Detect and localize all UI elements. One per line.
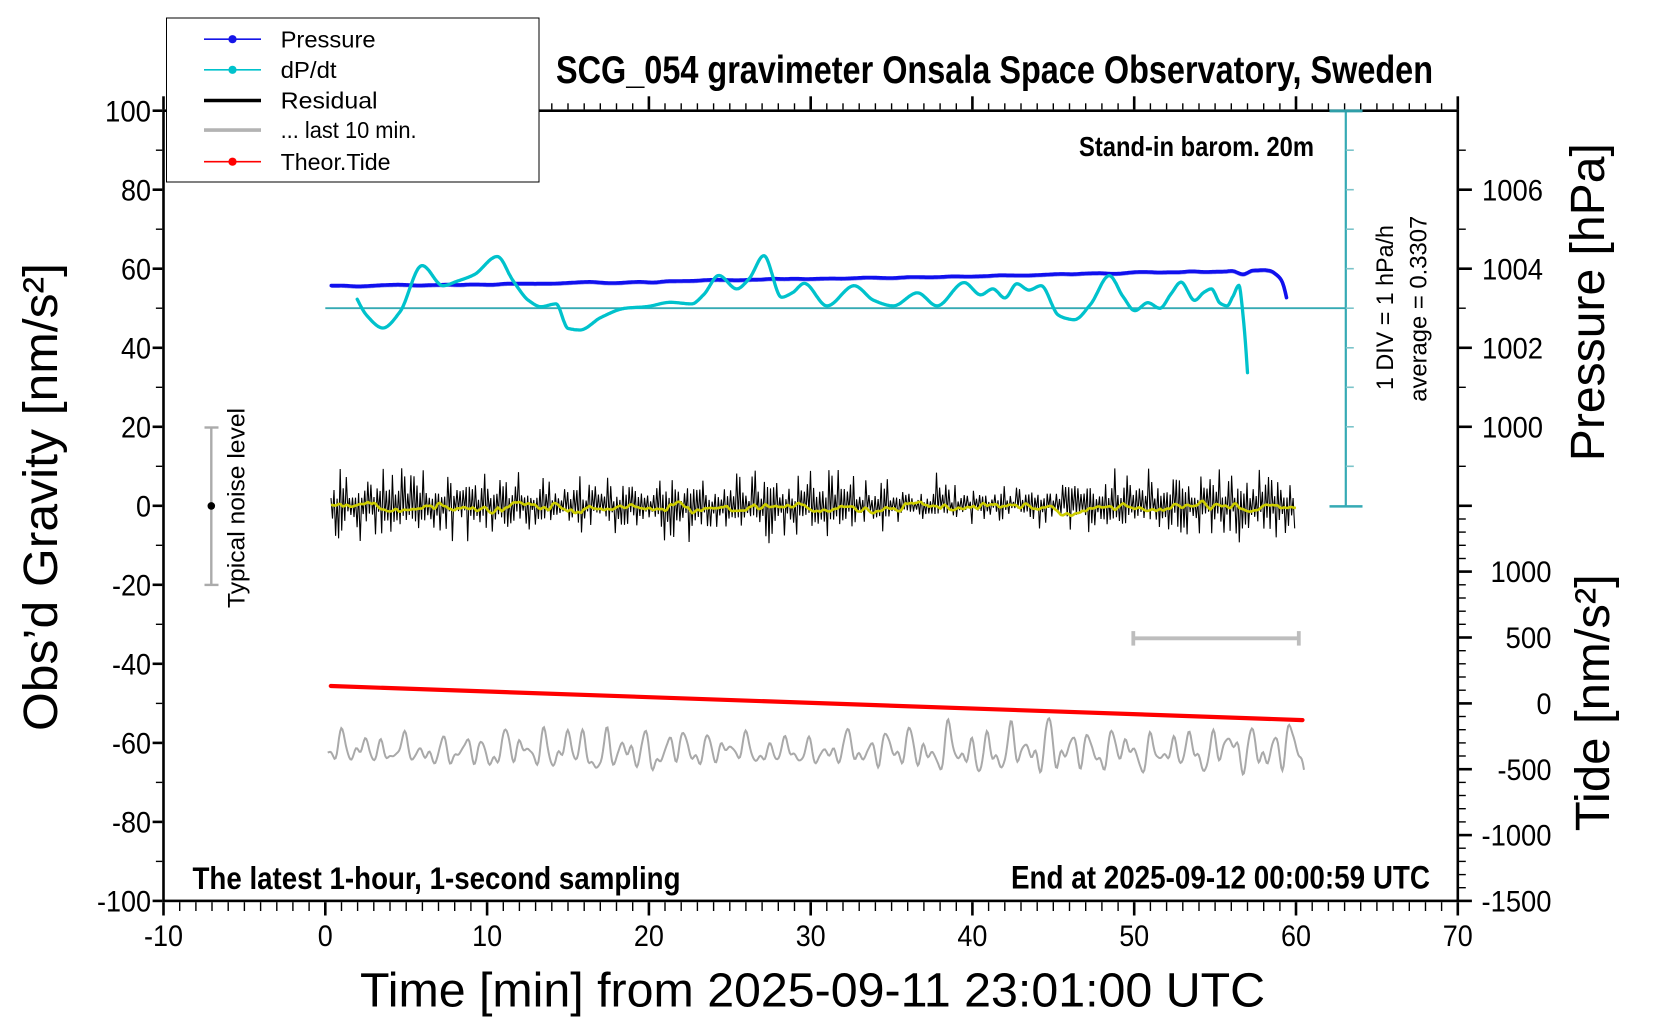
svg-text:-1000: -1000	[1482, 820, 1552, 853]
svg-text:Stand-in barom. 20m: Stand-in barom. 20m	[1079, 131, 1314, 162]
svg-text:Pressure: Pressure	[281, 26, 376, 52]
svg-text:-1500: -1500	[1482, 886, 1552, 919]
svg-text:Typical noise level: Typical noise level	[224, 408, 251, 608]
svg-text:40: 40	[121, 332, 151, 365]
svg-text:-40: -40	[112, 648, 151, 681]
svg-text:40: 40	[957, 920, 987, 953]
svg-text:1000: 1000	[1491, 556, 1552, 589]
svg-text:20: 20	[121, 411, 151, 444]
svg-text:average = 0.3307: average = 0.3307	[1406, 216, 1433, 402]
svg-text:Tide [nm/s²]: Tide [nm/s²]	[1567, 574, 1620, 831]
svg-text:-10: -10	[144, 920, 183, 953]
svg-text:Residual: Residual	[281, 88, 378, 114]
svg-text:1006: 1006	[1482, 174, 1543, 207]
svg-text:SCG_054 gravimeter Onsala Spac: SCG_054 gravimeter Onsala Space Observat…	[556, 49, 1433, 92]
svg-text:0: 0	[318, 920, 333, 953]
svg-text:Time [min] from 2025-09-11 23:: Time [min] from 2025-09-11 23:01:00 UTC	[360, 964, 1265, 1017]
svg-text:End at 2025-09-12 00:00:59 UTC: End at 2025-09-12 00:00:59 UTC	[1011, 860, 1430, 896]
svg-text:-80: -80	[112, 807, 151, 840]
svg-text:50: 50	[1119, 920, 1149, 953]
svg-text:0: 0	[136, 490, 151, 523]
svg-text:... last 10 min.: ... last 10 min.	[281, 117, 417, 143]
svg-text:60: 60	[121, 253, 151, 286]
svg-text:60: 60	[1281, 920, 1311, 953]
svg-text:80: 80	[121, 174, 151, 207]
svg-text:Theor.Tide: Theor.Tide	[281, 149, 391, 175]
svg-text:100: 100	[105, 95, 151, 128]
svg-text:-500: -500	[1498, 754, 1552, 787]
svg-text:1002: 1002	[1482, 332, 1543, 365]
svg-text:0: 0	[1537, 688, 1552, 721]
svg-text:20: 20	[634, 920, 664, 953]
svg-text:dP/dt: dP/dt	[281, 57, 338, 83]
svg-text:1 DIV = 1 hPa/h: 1 DIV = 1 hPa/h	[1372, 225, 1399, 390]
svg-text:-100: -100	[97, 886, 151, 919]
svg-text:1000: 1000	[1482, 411, 1543, 444]
svg-text:-60: -60	[112, 728, 151, 761]
svg-text:10: 10	[472, 920, 502, 953]
svg-text:-20: -20	[112, 569, 151, 602]
svg-text:Obs’d Gravity [nm/s²]: Obs’d Gravity [nm/s²]	[15, 263, 68, 731]
svg-text:70: 70	[1443, 920, 1473, 953]
svg-text:1004: 1004	[1482, 253, 1543, 286]
svg-text:500: 500	[1506, 622, 1552, 655]
svg-text:30: 30	[796, 920, 826, 953]
svg-text:Pressure [hPa]: Pressure [hPa]	[1562, 143, 1615, 461]
svg-text:The latest 1-hour, 1-second sa: The latest 1-hour, 1-second sampling	[193, 860, 681, 896]
